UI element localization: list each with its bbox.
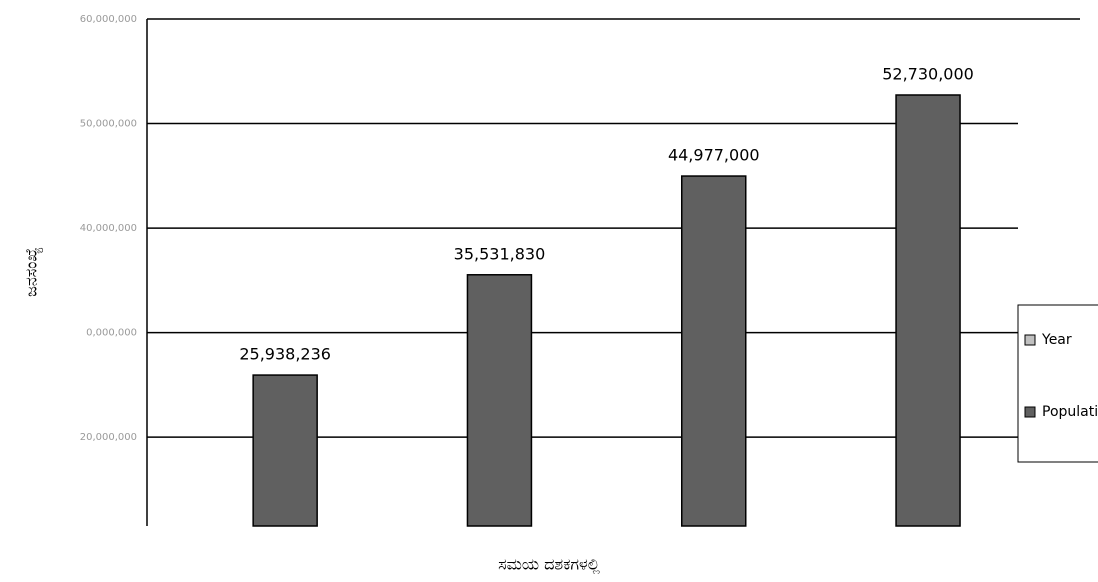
y-tick-label: 20,000,000 xyxy=(80,432,137,443)
bar xyxy=(895,94,961,527)
y-tick-label: 60,000,000 xyxy=(80,14,137,25)
data-label: 35,531,830 xyxy=(454,244,546,263)
bar xyxy=(681,175,747,527)
y-tick-label: 50,000,000 xyxy=(80,119,137,130)
legend-swatch xyxy=(1024,406,1036,418)
y-tick-label: 40,000,000 xyxy=(80,223,137,234)
legend-label: Population xyxy=(1042,404,1098,420)
legend-label: Year xyxy=(1041,332,1072,348)
y-axis-title: ಜನಸಂಖ್ಯೆ xyxy=(22,247,43,297)
legend-swatch xyxy=(1024,334,1036,346)
data-label: 25,938,236 xyxy=(239,345,331,364)
legend-box xyxy=(1017,304,1098,463)
bar xyxy=(466,274,533,527)
data-label: 44,977,000 xyxy=(668,146,760,165)
data-label: 52,730,000 xyxy=(882,64,974,83)
bar xyxy=(252,374,318,527)
y-tick-label: 0,000,000 xyxy=(86,328,137,339)
x-axis-title: ಸಮಯ ದಶಕಗಳಲ್ಲಿ xyxy=(498,555,600,575)
